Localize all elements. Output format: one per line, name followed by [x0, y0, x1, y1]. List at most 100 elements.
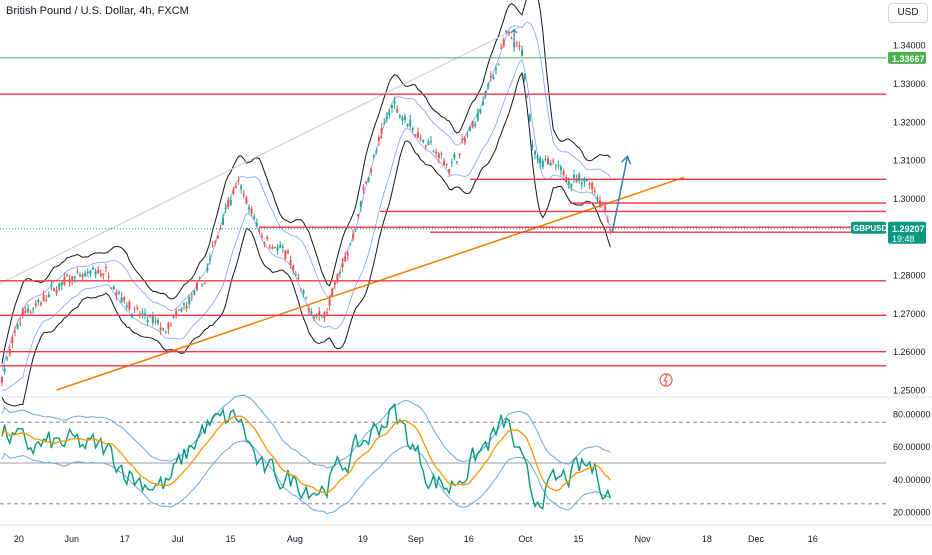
- candle-body: [6, 357, 9, 360]
- candle-body: [427, 141, 430, 145]
- candle-body: [458, 153, 461, 156]
- candle-body: [456, 161, 458, 163]
- candle-body: [476, 112, 479, 120]
- candle-body: [346, 253, 349, 256]
- candle-body: [268, 246, 271, 248]
- candle-body: [489, 75, 492, 78]
- candle-body: [385, 116, 388, 120]
- alert-bolt: [663, 374, 668, 387]
- candle-body: [284, 250, 287, 259]
- candle-body: [437, 153, 440, 159]
- candle-body: [510, 37, 513, 39]
- candle-body: [487, 84, 490, 88]
- candle-body: [591, 182, 594, 190]
- candle-body: [24, 311, 27, 314]
- candle-body: [92, 268, 94, 270]
- candle-body: [536, 155, 539, 159]
- candle-body: [422, 140, 425, 142]
- candle-body: [258, 230, 261, 232]
- candle-body: [55, 289, 58, 294]
- time-axis-tick: 16: [464, 534, 474, 544]
- price-axis-tick: 1.28000: [893, 271, 926, 281]
- candle-body: [21, 308, 24, 316]
- price-axis-tick: 1.27000: [893, 309, 926, 319]
- candle-body: [528, 115, 531, 122]
- candle-body: [365, 181, 367, 184]
- candle-body: [339, 271, 341, 274]
- candle-body: [149, 315, 152, 317]
- candle-body: [29, 311, 32, 313]
- candle-body: [42, 294, 45, 302]
- candle-body: [58, 283, 61, 290]
- current-price-label-bg: [888, 221, 926, 244]
- candle-body: [266, 236, 269, 239]
- time-axis-tick: Nov: [635, 534, 652, 544]
- candle-body: [81, 274, 84, 278]
- candle-body: [34, 303, 37, 306]
- candle-body: [125, 305, 128, 308]
- candle-body: [393, 101, 396, 105]
- candle-body: [380, 128, 383, 135]
- candle-body: [341, 263, 344, 268]
- candle-body: [154, 320, 157, 322]
- candle-body: [211, 245, 214, 247]
- candle-body: [276, 247, 279, 251]
- candle-body: [305, 297, 308, 299]
- candle-body: [198, 277, 201, 279]
- candle-body: [336, 274, 339, 281]
- candle-body: [469, 126, 471, 132]
- candle-body: [209, 258, 211, 261]
- candle-body: [367, 177, 370, 182]
- candle-body: [445, 164, 448, 166]
- candle-body: [73, 276, 76, 279]
- green-price-label-text: 1.33667: [892, 54, 925, 64]
- candle-body: [133, 308, 136, 310]
- candle-body: [203, 282, 206, 285]
- candle-body: [37, 299, 40, 303]
- candle-body: [123, 297, 126, 301]
- candle-body: [3, 368, 6, 373]
- candle-body: [435, 152, 438, 154]
- candle-body: [136, 307, 139, 309]
- candle-body: [391, 104, 393, 108]
- candle-body: [492, 76, 495, 79]
- candle-body: [201, 284, 204, 286]
- candle-body: [552, 160, 555, 162]
- candle-body: [14, 331, 16, 333]
- candle-body: [383, 122, 386, 124]
- candle-body: [406, 123, 409, 126]
- candle-body: [281, 246, 284, 248]
- candle-body: [196, 282, 198, 291]
- time-axis-tick: Dec: [748, 534, 765, 544]
- candle-body: [570, 183, 573, 187]
- candle-body: [235, 186, 237, 188]
- candle-body: [242, 193, 245, 196]
- candle-body: [27, 308, 29, 312]
- candle-body: [562, 171, 565, 175]
- candle-body: [76, 271, 79, 273]
- candle-body: [344, 256, 347, 262]
- currency-button[interactable]: USD: [888, 3, 928, 23]
- candle-body: [219, 228, 222, 230]
- candle-body: [248, 207, 250, 210]
- candle-body: [398, 115, 401, 118]
- candle-body: [461, 139, 464, 141]
- candle-body: [157, 319, 159, 324]
- candle-body: [588, 183, 591, 185]
- candle-body: [302, 290, 305, 294]
- candle-body: [578, 174, 581, 182]
- candle-body: [289, 260, 292, 266]
- candle-body: [586, 179, 588, 181]
- candle-body: [99, 273, 102, 277]
- symbol-label-text: GBPUSD: [853, 224, 887, 233]
- candle-body: [222, 217, 224, 225]
- candle-body: [547, 158, 549, 165]
- price-axis-tick: 1.26000: [893, 347, 926, 357]
- candle-body: [232, 189, 235, 194]
- current-price-label-text: 1.29207: [892, 224, 925, 234]
- candle-body: [479, 109, 482, 114]
- alert-icon[interactable]: [659, 373, 673, 387]
- candle-body: [107, 276, 110, 278]
- candle-body: [354, 228, 357, 230]
